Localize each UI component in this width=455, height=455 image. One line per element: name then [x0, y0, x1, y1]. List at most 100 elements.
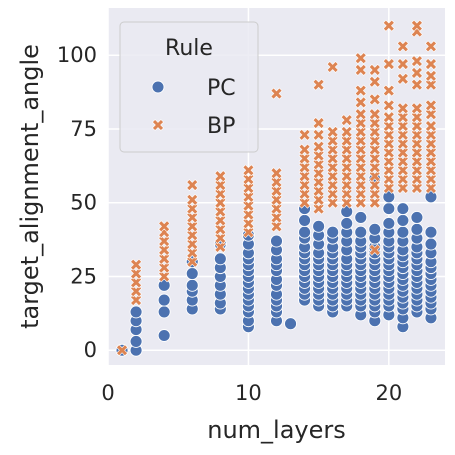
data-point-bp	[242, 226, 255, 239]
data-point-bp	[242, 217, 255, 230]
data-point-bp	[410, 128, 423, 141]
data-point-bp	[130, 285, 143, 298]
y-axis-label: target_alignment_angle	[16, 44, 44, 329]
data-point-pc	[410, 222, 424, 236]
data-point-bp	[270, 211, 283, 224]
data-point-bp	[186, 255, 199, 268]
legend-label-bp: BP	[207, 114, 235, 139]
legend-item-pc: PC	[151, 76, 236, 101]
data-point-bp	[242, 190, 255, 203]
data-point-bp	[326, 179, 339, 191]
data-point-bp	[214, 214, 227, 227]
data-point-bp	[326, 125, 339, 138]
data-point-bp	[410, 55, 423, 68]
data-point-bp	[270, 220, 283, 233]
x-tick-labels: 0 10 20	[101, 381, 402, 405]
data-point-bp	[425, 128, 437, 141]
data-point-bp	[158, 235, 171, 248]
data-point-bp	[186, 246, 199, 259]
data-point-bp	[396, 102, 409, 115]
data-point-pc	[424, 225, 438, 239]
data-point-bp	[425, 78, 437, 91]
data-point-bp	[312, 140, 325, 153]
data-point-pc	[354, 211, 368, 224]
data-point-bp	[382, 146, 395, 159]
data-point-bp	[368, 179, 381, 191]
data-point-bp	[368, 187, 381, 200]
data-point-bp	[396, 155, 409, 168]
data-point-bp	[396, 40, 409, 53]
data-point-bp	[242, 199, 255, 212]
data-point-bp	[354, 161, 367, 174]
data-point-bp	[410, 120, 423, 132]
data-point-bp	[214, 170, 227, 183]
legend-box	[119, 21, 259, 153]
data-point-bp	[354, 196, 367, 209]
data-point-bp	[158, 220, 171, 233]
data-point-bp	[340, 187, 353, 200]
data-point-pc	[157, 278, 171, 292]
data-point-bp	[214, 179, 227, 191]
data-point-bp	[396, 120, 409, 132]
data-point-bp	[354, 170, 367, 183]
data-point-bp	[368, 64, 381, 76]
data-point-bp	[270, 193, 283, 206]
data-point-bp	[340, 134, 353, 147]
data-point-bp	[410, 19, 423, 32]
data-point-bp	[354, 108, 367, 121]
data-point-pc	[298, 213, 312, 227]
data-point-bp	[186, 238, 199, 250]
data-point-bp	[382, 84, 395, 97]
x-tick-label: 10	[235, 381, 262, 405]
data-point-bp	[186, 202, 199, 215]
data-point-bp	[340, 161, 353, 174]
data-point-bp	[214, 223, 227, 236]
data-point-bp	[368, 93, 381, 106]
data-point-bp	[368, 117, 381, 129]
data-point-bp	[158, 252, 171, 265]
data-point-bp	[270, 167, 283, 180]
x-tick-label: 0	[101, 381, 114, 405]
data-point-bp	[242, 182, 255, 194]
data-point-bp	[354, 84, 367, 97]
data-point-bp	[340, 143, 353, 156]
data-point-pc	[284, 317, 297, 331]
data-point-bp	[354, 117, 367, 129]
legend-items: PC BP	[151, 76, 236, 139]
data-point-pc	[298, 225, 312, 239]
data-point-bp	[425, 58, 437, 70]
data-point-bp	[326, 61, 339, 73]
data-point-pc	[312, 219, 326, 233]
data-point-bp	[368, 152, 381, 165]
data-point-pc	[396, 202, 410, 216]
data-point-pc	[326, 225, 340, 239]
data-point-bp	[326, 161, 339, 174]
data-point-bp	[326, 152, 339, 165]
data-point-bp	[158, 244, 171, 256]
data-point-pc	[396, 225, 410, 239]
data-point-bp	[382, 164, 395, 177]
data-point-bp	[214, 241, 227, 253]
data-point-bp	[214, 187, 227, 200]
data-point-bp	[340, 152, 353, 165]
data-point-bp	[354, 125, 367, 138]
data-point-bp	[382, 137, 395, 150]
data-point-bp	[368, 125, 381, 138]
data-point-bp	[382, 111, 395, 124]
data-point-bp	[326, 187, 339, 200]
data-point-bp	[340, 179, 353, 191]
data-point-bp	[130, 294, 143, 307]
data-point-bp	[270, 176, 283, 188]
data-point-bp	[425, 164, 437, 177]
legend: Rule PC BP	[119, 21, 259, 153]
data-point-bp	[410, 78, 423, 91]
data-point-bp	[396, 182, 409, 194]
data-point-bp	[326, 134, 339, 147]
data-point-pc	[185, 267, 199, 280]
y-tick-label: 100	[57, 43, 97, 67]
data-point-bp	[425, 182, 437, 194]
data-point-pc	[354, 225, 368, 239]
data-point-bp	[425, 69, 437, 82]
data-point-bp	[425, 99, 437, 112]
data-point-pc	[129, 334, 143, 348]
